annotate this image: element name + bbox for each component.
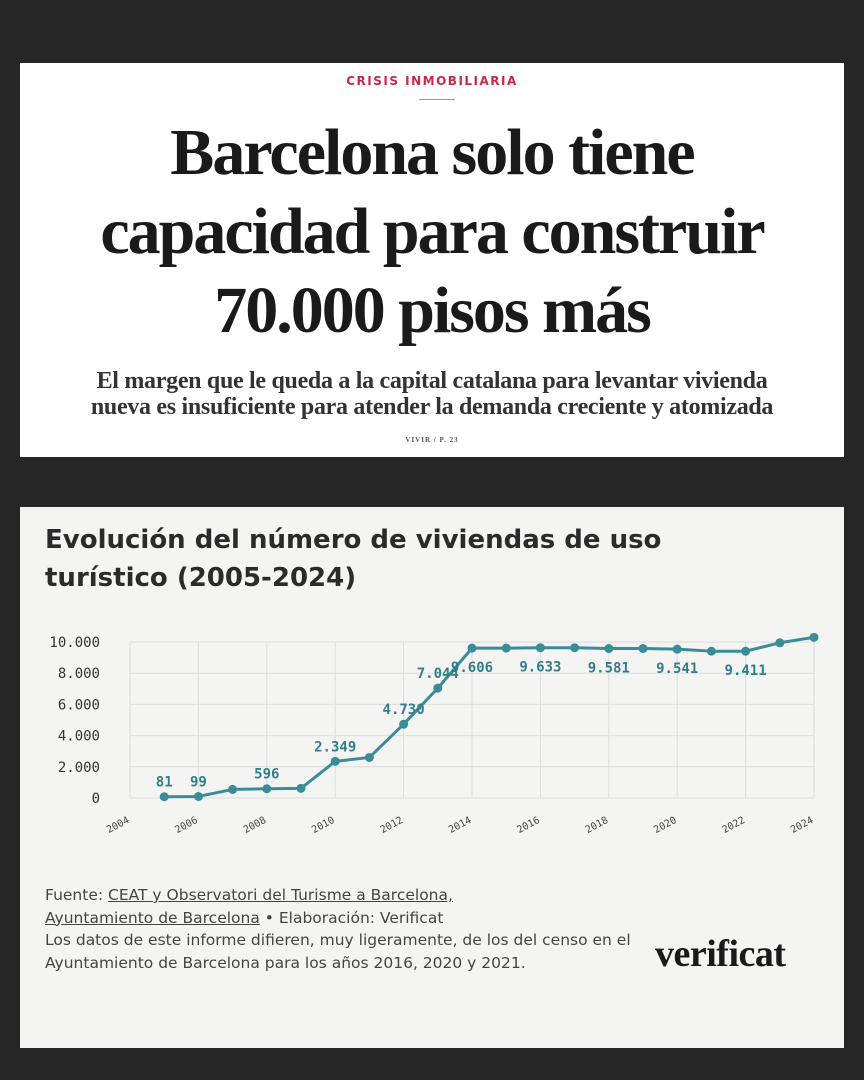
x-tick-label: 2024 [789, 815, 815, 836]
y-tick-label: 6.000 [58, 697, 100, 713]
source-note: Los datos de este informe difieren, muy … [45, 931, 631, 972]
x-tick-label: 2006 [173, 815, 199, 836]
x-tick-label: 2004 [105, 815, 131, 836]
y-tick-label: 4.000 [58, 729, 100, 745]
data-label: 9.411 [725, 663, 767, 679]
data-label: 99 [190, 774, 207, 790]
x-tick-label: 2010 [310, 815, 336, 836]
data-label: 9.581 [588, 661, 630, 677]
data-label: 4.730 [383, 702, 425, 718]
data-point [228, 784, 238, 794]
data-label: 81 [156, 775, 173, 791]
data-point [159, 792, 169, 802]
data-label: 596 [254, 767, 279, 783]
chart-title: Evolución del número de viviendas de uso… [45, 521, 745, 597]
kicker-divider [419, 99, 455, 100]
data-point [433, 683, 443, 693]
x-tick-label: 2022 [721, 815, 747, 836]
source-elaboration: • Elaboración: Verificat [259, 908, 444, 927]
verificat-logo: verificat [655, 933, 786, 975]
y-tick-label: 8.000 [58, 666, 100, 682]
data-point [741, 646, 751, 656]
data-point [364, 752, 374, 762]
data-point [706, 646, 716, 656]
data-point [467, 643, 477, 653]
data-label: 9.606 [451, 660, 493, 676]
x-tick-label: 2008 [242, 815, 268, 836]
data-label: 9.633 [519, 660, 561, 676]
data-point [262, 784, 272, 794]
chart-title-line: turístico (2005-2024) [45, 563, 357, 593]
data-label: 2.349 [314, 739, 356, 755]
data-point [604, 644, 614, 654]
chart-source: Fuente: CEAT y Observatori del Turisme a… [45, 884, 665, 974]
x-tick-label: 2016 [515, 815, 541, 836]
source-link-ceat[interactable]: CEAT y Observatori del Turisme a Barcelo… [108, 886, 453, 904]
data-point [193, 791, 203, 801]
data-point [672, 644, 682, 654]
y-tick-label: 10.000 [49, 635, 100, 651]
headline-line: capacidad para construir [100, 195, 765, 268]
line-chart: 0 2.000 4.000 6.000 8.000 10.000 2004 2006 2008 2… [49, 632, 819, 836]
data-point [775, 638, 785, 648]
chart-card: Evolución del número de viviendas de uso… [20, 507, 844, 1048]
headline: Barcelona solo tiene capacidad para cons… [20, 113, 844, 350]
newspaper-clipping: CRISIS INMOBILIARIA Barcelona solo tiene… [20, 63, 844, 457]
data-point [330, 756, 340, 766]
x-tick-label: 2012 [379, 815, 405, 836]
source-label: Fuente: [45, 886, 109, 904]
x-tick-label: 2018 [584, 815, 610, 836]
data-label: 9.541 [656, 661, 698, 677]
source-link-ayuntamiento[interactable]: Ayuntamiento de Barcelona [45, 908, 260, 927]
data-point [638, 644, 648, 654]
standfirst-line: El margen que le queda a la capital cata… [96, 368, 768, 394]
y-tick-label: 0 [92, 791, 100, 807]
section-kicker: CRISIS INMOBILIARIA [346, 74, 518, 88]
headline-line: 70.000 pisos más [214, 274, 652, 347]
page-reference: VIVIR / P. 23 [405, 436, 459, 444]
chart-title-line: Evolución del número de viviendas de uso [45, 525, 662, 555]
data-point [570, 643, 580, 653]
data-point [501, 643, 511, 653]
series-line [164, 635, 815, 799]
data-point [399, 719, 409, 729]
data-point [809, 632, 819, 642]
headline-line: Barcelona solo tiene [170, 116, 695, 189]
y-tick-label: 2.000 [58, 760, 100, 776]
x-tick-label: 2014 [447, 815, 473, 836]
x-tick-label: 2020 [652, 815, 678, 836]
data-point [535, 643, 545, 653]
data-point [296, 783, 306, 793]
source-line: Fuente: CEAT y Observatori del Turisme a… [45, 884, 665, 907]
data-label: 7.044 [417, 666, 459, 682]
source-line: Ayuntamiento de Barcelona • Elaboración:… [45, 907, 665, 930]
standfirst: El margen que le queda a la capital cata… [20, 368, 844, 420]
standfirst-line: nueva es insuficiente para atender la de… [90, 394, 774, 420]
